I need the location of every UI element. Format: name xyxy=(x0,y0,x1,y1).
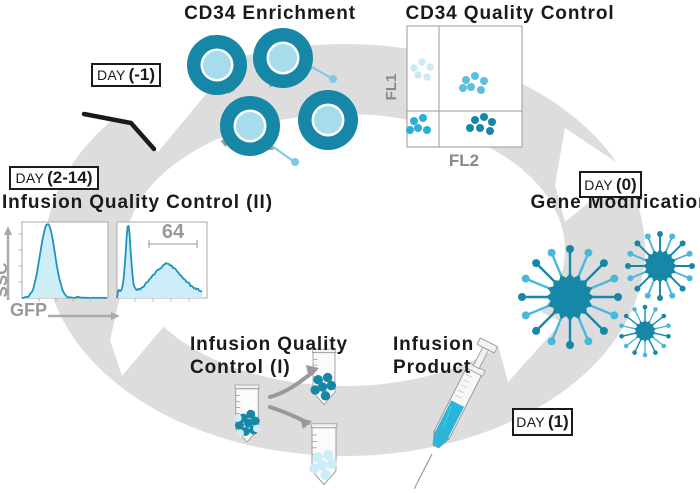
svg-text:FL1: FL1 xyxy=(383,74,400,101)
svg-text:FL2: FL2 xyxy=(449,151,479,170)
svg-text:64: 64 xyxy=(162,221,185,243)
